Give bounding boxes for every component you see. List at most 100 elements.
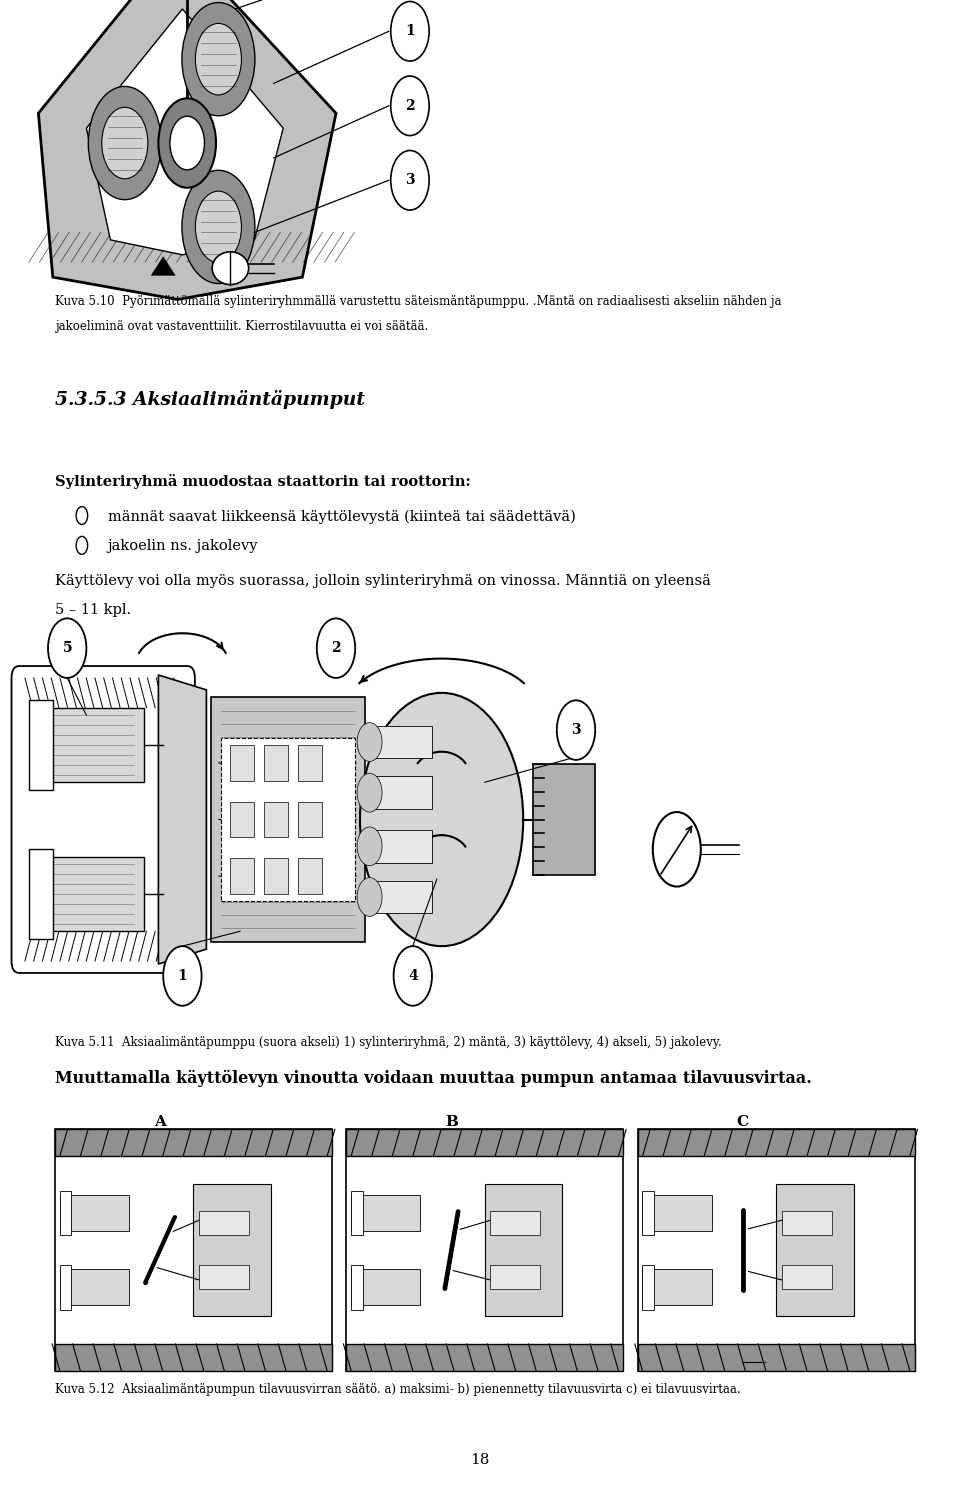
Bar [29, 849, 53, 939]
Bar [230, 858, 254, 894]
Circle shape [317, 618, 355, 678]
Bar [351, 1191, 363, 1235]
Circle shape [196, 24, 242, 95]
Text: Käyttölevy voi olla myös suorassa, jolloin sylinteriryhmä on vinossa. Männtiä on: Käyttölevy voi olla myös suorassa, jollo… [55, 574, 710, 587]
Bar [781, 1211, 831, 1235]
Circle shape [357, 773, 382, 812]
Circle shape [182, 3, 255, 116]
Text: 0°: 0° [749, 1350, 759, 1359]
Bar [351, 1265, 363, 1310]
Circle shape [391, 1, 429, 61]
Text: 3: 3 [405, 173, 415, 188]
Bar [642, 1269, 711, 1305]
Bar [642, 1265, 654, 1310]
Bar [370, 830, 432, 863]
Text: 1: 1 [405, 24, 415, 39]
Bar [347, 1129, 623, 1371]
Text: 5 – 11 kpl.: 5 – 11 kpl. [55, 603, 132, 617]
Polygon shape [38, 0, 336, 299]
Bar [642, 1191, 654, 1235]
Bar [60, 1191, 71, 1235]
Bar [230, 802, 254, 837]
Text: Sylinteriryhmä muodostaa staattorin tai roottorin:: Sylinteriryhmä muodostaa staattorin tai … [55, 474, 470, 489]
Bar [29, 700, 53, 790]
Circle shape [182, 170, 255, 283]
Bar [264, 745, 288, 781]
Bar [298, 745, 322, 781]
Bar [347, 1129, 623, 1156]
Bar [60, 1265, 71, 1310]
Text: 3: 3 [571, 723, 581, 738]
Bar [38, 857, 144, 931]
Text: 5: 5 [62, 641, 72, 656]
Bar [637, 1129, 915, 1371]
Circle shape [158, 98, 216, 188]
Bar [199, 1265, 249, 1289]
Text: Muuttamalla käyttölevyn vinoutta voidaan muuttaa pumpun antamaa tilavuusvirtaa.: Muuttamalla käyttölevyn vinoutta voidaan… [55, 1070, 812, 1088]
Text: B: B [445, 1115, 458, 1128]
Bar [221, 738, 355, 901]
Circle shape [48, 618, 86, 678]
Bar [60, 1269, 129, 1305]
Text: 2: 2 [405, 98, 415, 113]
Text: Kuva 5.11  Aksiaalimäntäpumppu (suora akseli) 1) sylinteriryhmä, 2) mäntä, 3) kä: Kuva 5.11 Aksiaalimäntäpumppu (suora aks… [55, 1036, 722, 1049]
Bar [298, 802, 322, 837]
Bar [38, 708, 144, 782]
Bar [230, 745, 254, 781]
Text: A: A [155, 1115, 166, 1128]
Polygon shape [86, 9, 283, 255]
Bar [55, 1129, 332, 1371]
Bar [781, 1265, 831, 1289]
Text: C: C [737, 1115, 749, 1128]
Circle shape [357, 878, 382, 916]
Bar [264, 858, 288, 894]
Circle shape [163, 946, 202, 1006]
Ellipse shape [212, 252, 249, 285]
Bar [298, 858, 322, 894]
Circle shape [557, 700, 595, 760]
Bar [351, 1269, 420, 1305]
Bar [264, 802, 288, 837]
Circle shape [357, 723, 382, 761]
Bar [370, 726, 432, 758]
Bar [776, 1183, 853, 1317]
Text: 5.3.5.3 Aksiaalimäntäpumput: 5.3.5.3 Aksiaalimäntäpumput [55, 390, 365, 410]
Bar [637, 1129, 915, 1156]
Circle shape [394, 946, 432, 1006]
Circle shape [102, 107, 148, 179]
Circle shape [88, 86, 161, 200]
Circle shape [360, 693, 523, 946]
Text: 2: 2 [331, 641, 341, 656]
Circle shape [170, 116, 204, 170]
Text: 4: 4 [408, 968, 418, 983]
Text: 18: 18 [470, 1453, 490, 1466]
Text: 1: 1 [178, 968, 187, 983]
Circle shape [196, 191, 242, 262]
Polygon shape [158, 675, 206, 964]
Bar [533, 763, 595, 876]
Bar [194, 1183, 271, 1317]
Bar [370, 881, 432, 913]
Bar [60, 1195, 129, 1231]
Text: männät saavat liikkeensä käyttölevystä (kiinteä tai säädettävä): männät saavat liikkeensä käyttölevystä (… [108, 510, 576, 524]
Circle shape [391, 76, 429, 136]
Bar [55, 1344, 332, 1371]
Text: Kuva 5.10  Pyörimättömällä sylinteriryhmmällä varustettu säteismäntäpumppu. .Män: Kuva 5.10 Pyörimättömällä sylinteriryhmm… [55, 295, 781, 308]
Bar [637, 1344, 915, 1371]
Bar [491, 1265, 540, 1289]
Circle shape [357, 827, 382, 866]
Bar [642, 1195, 711, 1231]
Text: Kuva 5.12  Aksiaalimäntäpumpun tilavuusvirran säätö. a) maksimi- b) pienennetty : Kuva 5.12 Aksiaalimäntäpumpun tilavuusvi… [55, 1383, 740, 1396]
Text: jakoeliminä ovat vastaventtiilit. Kierrostilavuutta ei voi säätää.: jakoeliminä ovat vastaventtiilit. Kierro… [55, 320, 428, 334]
Circle shape [391, 150, 429, 210]
Text: jakoelin ns. jakolevy: jakoelin ns. jakolevy [108, 539, 258, 553]
Polygon shape [151, 256, 176, 276]
Bar [347, 1344, 623, 1371]
Bar [485, 1183, 563, 1317]
Bar [199, 1211, 249, 1235]
Bar [55, 1129, 332, 1156]
Bar [491, 1211, 540, 1235]
Bar [351, 1195, 420, 1231]
Bar [370, 776, 432, 809]
Bar [211, 697, 365, 943]
